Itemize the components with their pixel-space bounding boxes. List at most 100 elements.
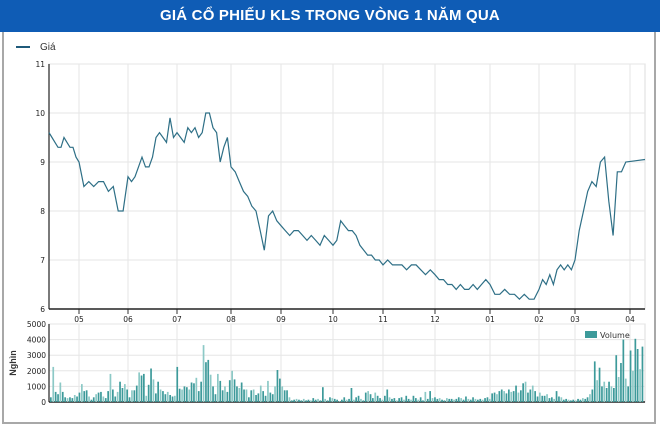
- volume-bar: [465, 396, 467, 402]
- volume-bar: [317, 398, 319, 402]
- volume-bar: [398, 398, 400, 402]
- volume-bar: [159, 389, 162, 402]
- volume-bar: [486, 397, 489, 402]
- volume-bar: [541, 395, 544, 402]
- volume-bar: [231, 370, 233, 402]
- volume-bar: [221, 390, 224, 402]
- volume-bar: [431, 398, 434, 402]
- volume-bar: [426, 398, 429, 402]
- volume-bar: [362, 400, 365, 402]
- volume-bar: [76, 396, 78, 402]
- volume-bar: [66, 398, 69, 402]
- volume-bar: [391, 398, 393, 402]
- volume-bar: [100, 391, 102, 402]
- volume-bar: [503, 391, 505, 402]
- volume-bar: [107, 391, 109, 402]
- volume-bar: [190, 382, 193, 402]
- volume-bar: [224, 386, 226, 402]
- volume-bar: [539, 392, 541, 402]
- month-tick: 02: [534, 315, 544, 324]
- month-tick: 07: [172, 315, 182, 324]
- month-tick: 03: [570, 315, 580, 324]
- volume-bar: [529, 389, 532, 402]
- volume-bar: [467, 398, 470, 402]
- volume-bar: [95, 394, 97, 402]
- volume-bar: [548, 398, 551, 402]
- volume-bar: [355, 397, 357, 402]
- volume-bar: [369, 394, 372, 402]
- volume-bar: [78, 392, 81, 402]
- volume-bar: [591, 389, 594, 402]
- volume-bar: [417, 399, 420, 402]
- volume-bar: [238, 388, 241, 402]
- volume-bar: [279, 378, 281, 402]
- volume-bar: [140, 375, 143, 402]
- volume-bar: [443, 400, 446, 402]
- volume-bar: [157, 381, 159, 402]
- volume-bar: [69, 397, 71, 402]
- chart-title: GIÁ CỔ PHIẾU KLS TRONG VÒNG 1 NĂM QUA: [0, 0, 660, 32]
- volume-bar: [121, 388, 124, 402]
- bar-legend-icon: [585, 331, 597, 338]
- volume-bar: [441, 399, 443, 402]
- volume-bar: [183, 386, 186, 402]
- volume-bar: [608, 381, 610, 402]
- volume-bar: [429, 391, 431, 402]
- price-ytick: 7: [40, 256, 45, 265]
- volume-ytick: 2000: [27, 367, 46, 376]
- volume-bar: [138, 372, 140, 402]
- volume-bar: [477, 399, 479, 402]
- volume-bar: [250, 390, 253, 402]
- volume-bar: [73, 395, 76, 402]
- volume-bar: [212, 386, 214, 402]
- volume-bar: [636, 349, 639, 402]
- volume-bar: [171, 396, 174, 402]
- volume-bar: [331, 398, 334, 402]
- volume-bar: [195, 377, 198, 402]
- volume-bar: [128, 397, 131, 402]
- price-ytick: 11: [35, 60, 45, 69]
- volume-bar: [388, 397, 391, 402]
- volume-bar: [546, 394, 548, 402]
- volume-bar: [116, 391, 119, 402]
- volume-bar: [281, 386, 284, 402]
- volume-bar: [164, 394, 167, 402]
- volume-bar: [584, 398, 587, 402]
- volume-bar: [512, 391, 515, 402]
- volume-bar: [126, 389, 128, 402]
- volume-bar: [551, 397, 553, 402]
- volume-bar: [269, 392, 272, 402]
- volume-bar: [384, 395, 386, 402]
- volume-bar: [169, 395, 171, 402]
- volume-bar: [579, 399, 582, 402]
- month-tick: 11: [378, 315, 388, 324]
- volume-bar: [133, 390, 136, 402]
- volume-bar: [498, 391, 501, 402]
- volume-bar: [255, 395, 257, 402]
- volume-bar: [186, 387, 188, 402]
- volume-bar: [419, 397, 422, 402]
- volume-bar: [627, 386, 629, 402]
- volume-ytick: 3000: [27, 351, 46, 360]
- volume-bar: [379, 398, 381, 402]
- volume-bar: [88, 396, 90, 402]
- volume-bar: [150, 368, 152, 402]
- volume-bar: [274, 386, 276, 402]
- price-line: [48, 112, 646, 301]
- volume-bar: [147, 384, 150, 402]
- volume-bar: [462, 399, 465, 402]
- volume-bar: [522, 383, 524, 402]
- volume-bar: [217, 373, 219, 402]
- month-tick: 01: [485, 315, 495, 324]
- volume-bar: [374, 392, 377, 402]
- volume-bar: [410, 399, 412, 402]
- volume-bar: [333, 398, 336, 402]
- volume-bar: [481, 399, 484, 402]
- volume-bar: [620, 363, 622, 402]
- volume-bar: [510, 391, 513, 402]
- volume-bar: [271, 394, 274, 402]
- volume-bar: [262, 391, 264, 402]
- volume-bar: [233, 379, 236, 402]
- volume-bars: [50, 338, 644, 402]
- volume-bar: [81, 384, 83, 402]
